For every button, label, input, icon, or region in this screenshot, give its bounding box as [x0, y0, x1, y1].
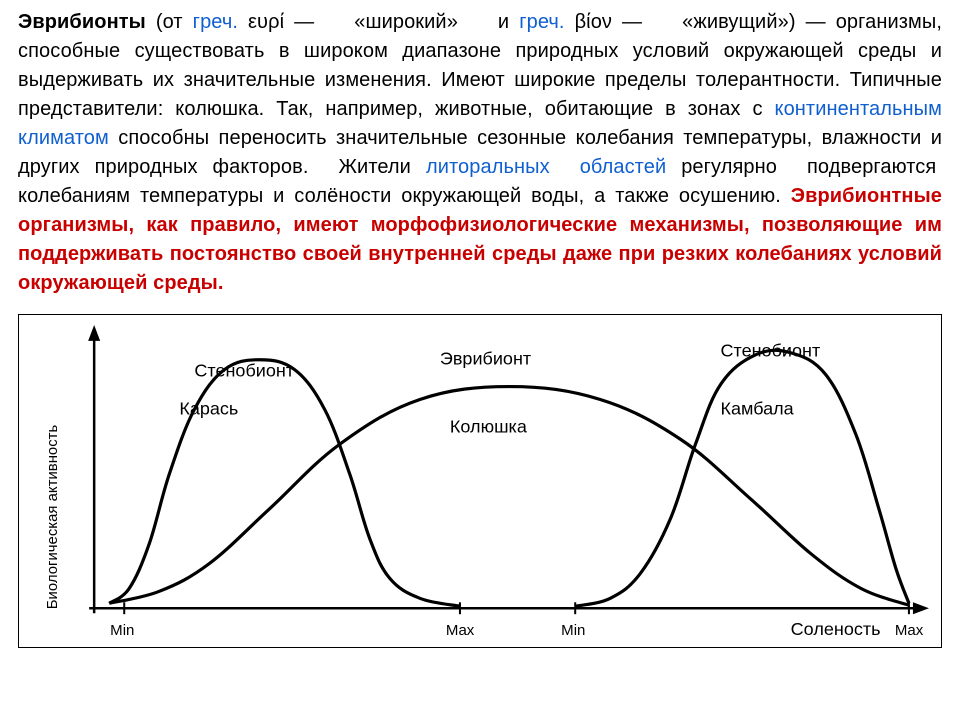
definition-paragraph: Эврибионты (от греч. ευρί — «широкий» и …: [18, 8, 942, 298]
x-tick-label-3: Max: [895, 622, 924, 639]
x-axis-label: Соленость: [791, 619, 881, 639]
curve-title-stenobiont-left: Стенобионт: [194, 361, 294, 381]
link-littoral[interactable]: литоральных областей: [411, 156, 666, 178]
chart-svg: Min Max Min Max Стенобионт Карась Эврибионт Ко…: [19, 315, 941, 647]
curves-group: [109, 350, 909, 606]
curve-species-stenobiont-right: Камбала: [721, 398, 794, 418]
curve-stenobiont-right: [575, 350, 909, 606]
curve-title-eurybiont: Эврибионт: [440, 349, 531, 369]
y-axis-arrow-icon: [88, 325, 100, 341]
x-tick-label-1: Max: [446, 622, 475, 639]
y-axis-label: Биологическая активность: [44, 425, 61, 610]
x-tick-label-2: Min: [561, 622, 585, 639]
curve-title-stenobiont-right: Стенобионт: [721, 341, 821, 361]
link-greek-1[interactable]: греч.: [183, 11, 238, 33]
text-seg1: (от: [146, 11, 183, 33]
tolerance-chart: Min Max Min Max Стенобионт Карась Эврибионт Ко…: [18, 314, 942, 648]
term-eurybiont: Эврибионты: [18, 11, 146, 33]
link-greek-2[interactable]: греч.: [509, 11, 564, 33]
text-seg2: ευρί — «широкий» и: [238, 11, 509, 33]
curve-labels: Стенобионт Карась Эврибионт Колюшка Стенобио…: [179, 341, 820, 436]
x-tick-label-0: Min: [110, 622, 134, 639]
curve-stenobiont-left: [109, 360, 460, 607]
curve-species-eurybiont: Колюшка: [450, 416, 527, 436]
x-axis-arrow-icon: [913, 602, 929, 614]
curve-species-stenobiont-left: Карась: [179, 398, 238, 418]
